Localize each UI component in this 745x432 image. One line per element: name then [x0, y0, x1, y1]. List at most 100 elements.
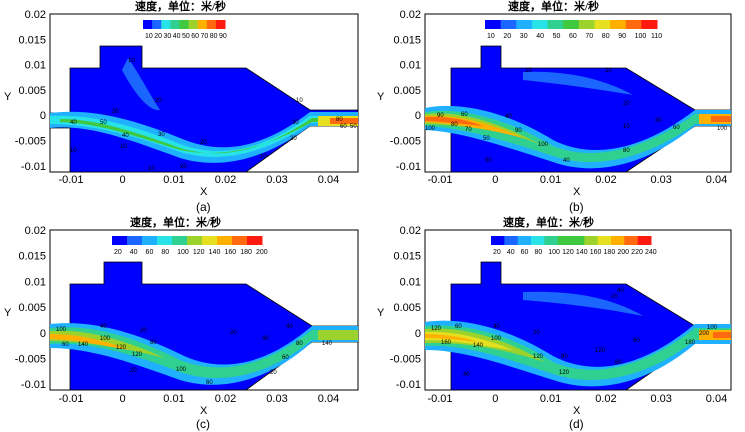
- colorbar-swatch: [625, 20, 642, 29]
- x-tick-label: 0.02: [215, 174, 236, 186]
- colorbar-tick-label: 40: [130, 249, 138, 256]
- x-axis: -0.01 0 0.01 0.02 0.03 0.04: [427, 393, 727, 405]
- contour-label: 180: [685, 340, 696, 346]
- y-tick-label: 0.005: [393, 85, 421, 97]
- colorbar-swatch: [491, 236, 505, 245]
- contour-label: 40: [122, 133, 129, 139]
- colorbar-tick-label: 20: [114, 249, 122, 256]
- contour-label: 30: [292, 120, 299, 126]
- contour-plot-b: 10 20 90 100 60 80 70 40 50 10 20 30 60 …: [377, 0, 732, 214]
- colorbar: 速度，单位：米/秒 10 20 30 40 50 60 70 80 90: [135, 0, 227, 40]
- colorbar-swatches: [143, 20, 226, 29]
- colorbar-swatch: [127, 236, 143, 245]
- x-axis-label: X: [200, 405, 208, 417]
- x-tick-label: 0.02: [215, 393, 236, 405]
- contour-label: 20: [533, 330, 540, 336]
- contour-label: 100: [707, 325, 718, 331]
- x-tick-label: -0.01: [427, 174, 452, 186]
- y-tick-label: 0.02: [25, 225, 46, 237]
- colorbar-tick-label: 120: [562, 249, 574, 256]
- y-axis: 0.02 0.015 0.01 0.005 0 -0.005 -0.01: [15, 9, 46, 173]
- x-tick-label: 0.03: [650, 393, 671, 405]
- y-tick-label: -0.005: [15, 354, 46, 366]
- contour-label: 50: [100, 120, 107, 126]
- contour-label: 120: [533, 354, 544, 360]
- contour-label: 20: [611, 294, 618, 300]
- y-axis: 0.02 0.015 0.01 0.005 0 -0.005 -0.01: [15, 225, 46, 391]
- colorbar-swatch: [179, 20, 190, 29]
- x-tick-label: 0: [492, 174, 498, 186]
- colorbar-swatch: [485, 20, 502, 29]
- x-tick-label: 0.04: [706, 174, 727, 186]
- contour-label: 40: [463, 372, 470, 378]
- contour-label: 50: [350, 124, 357, 130]
- panel-c: 100 60 140 40 20 80 120 100 20 60 20 40 …: [0, 216, 372, 432]
- colorbar-tick-label: 80: [534, 249, 542, 256]
- y-axis-label: Y: [4, 307, 12, 319]
- colorbar-tick-label: 200: [256, 249, 268, 256]
- contour-label: 20: [180, 164, 187, 170]
- y-tick-label: 0: [40, 110, 46, 122]
- colorbar-swatch: [504, 236, 519, 245]
- y-tick-label: 0.015: [393, 34, 421, 46]
- colorbar-swatch: [500, 20, 517, 29]
- colorbar-swatch: [215, 20, 226, 29]
- contour-label: 40: [70, 120, 77, 126]
- colorbar-swatch: [112, 236, 128, 245]
- colorbar-swatch: [571, 236, 585, 245]
- colorbar-labels: 20 40 60 80 100 120 140 160 180 200 220 240: [493, 249, 657, 256]
- contour-label: 60: [206, 380, 213, 386]
- colorbar-tick-label: 180: [240, 249, 252, 256]
- y-tick-label: 0.02: [400, 9, 421, 21]
- x-tick-label: 0.03: [266, 174, 287, 186]
- contour-label: 10: [120, 144, 127, 150]
- contour-label: 40: [100, 324, 107, 330]
- colorbar-tick-label: 70: [585, 33, 593, 40]
- contour-label: 20: [290, 136, 297, 142]
- colorbar-swatch: [584, 236, 599, 245]
- contour-label: 20: [130, 368, 137, 374]
- contour-labels: 10 20 30 40 50 10 10 20 30 20 10 10 10 2…: [70, 58, 357, 172]
- colorbar-tick-label: 80: [602, 33, 610, 40]
- colorbar-title: 速度，单位：米/秒: [508, 0, 599, 13]
- y-tick-label: 0.005: [393, 302, 421, 314]
- colorbar-tick-label: 90: [618, 33, 626, 40]
- colorbar-tick-label: 100: [548, 249, 560, 256]
- contour-plot-d: 120 60 160 140 40 100 120 80 20 40 120 2…: [377, 216, 732, 431]
- x-tick-label: -0.01: [58, 393, 83, 405]
- y-tick-label: 0: [40, 328, 46, 340]
- contour-label: 140: [473, 343, 484, 349]
- panel-a: 10 20 30 40 50 10 10 20 30 20 10 10 10 2…: [0, 0, 372, 216]
- colorbar-swatch: [157, 236, 173, 245]
- colorbar-swatch: [611, 236, 625, 245]
- x-tick-label: 0.04: [318, 174, 339, 186]
- colorbar-swatch: [544, 236, 559, 245]
- colorbar: 速度，单位：米/秒 10 20 30 40 50 60 70 80 90 100 110: [485, 0, 662, 40]
- colorbar-tick-label: 20: [503, 33, 511, 40]
- colorbar-swatch: [170, 20, 180, 29]
- contour-plot-c: 100 60 140 40 20 80 120 100 20 60 20 40 …: [4, 216, 359, 431]
- x-tick-label: 0.04: [706, 393, 727, 405]
- y-tick-label: -0.01: [21, 379, 46, 391]
- colorbar-tick-label: 30: [520, 33, 528, 40]
- contour-label: 60: [340, 124, 347, 130]
- colorbar-tick-label: 90: [219, 33, 227, 40]
- contour-labels: 120 60 160 140 40 100 120 80 20 40 120 2…: [431, 288, 718, 378]
- colorbar-tick-label: 30: [164, 33, 172, 40]
- contour-label: 140: [78, 342, 89, 348]
- colorbar-tick-label: 160: [590, 249, 602, 256]
- colorbar-swatches: [491, 236, 652, 245]
- colorbar-swatch: [547, 20, 564, 29]
- colorbar-swatch: [206, 20, 217, 29]
- x-axis-label: X: [573, 186, 581, 198]
- flow-domain: [49, 45, 359, 173]
- contour-label: 100: [717, 126, 728, 132]
- contour-label: 10: [260, 154, 267, 160]
- x-axis-label: X: [573, 405, 581, 417]
- colorbar-tick-label: 50: [182, 33, 190, 40]
- x-tick-label: 0.02: [595, 393, 616, 405]
- colorbar-swatch: [152, 20, 162, 29]
- colorbar-tick-label: 20: [493, 249, 501, 256]
- contour-label: 120: [116, 345, 127, 351]
- colorbar-swatch: [610, 20, 627, 29]
